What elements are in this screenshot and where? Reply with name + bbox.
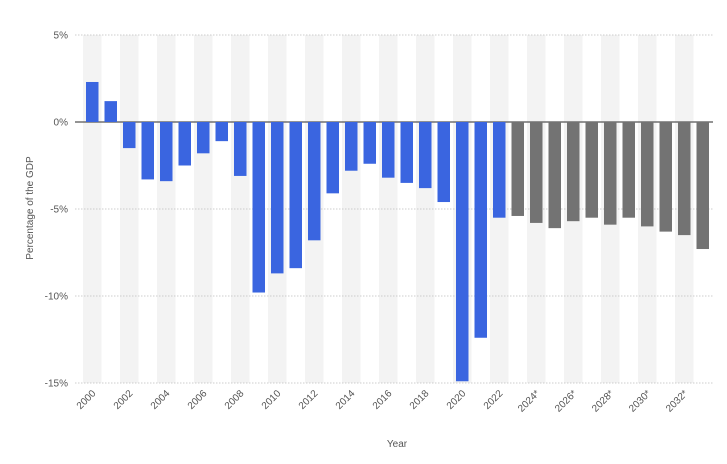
bar-2010[interactable]	[271, 122, 284, 274]
bar-2015[interactable]	[363, 122, 377, 164]
bar-2012[interactable]	[308, 122, 321, 241]
bar-2001[interactable]	[104, 101, 118, 122]
y-axis-ticks: 5% 0% -5% -10% -15%	[45, 31, 68, 390]
x-tick-label: 2018	[408, 388, 432, 412]
x-tick-label: 2004	[149, 388, 173, 412]
x-axis-title: Year	[387, 439, 408, 450]
y-tick-label: -10%	[45, 292, 68, 303]
background-band	[194, 35, 213, 383]
x-tick-label: 2028*	[590, 388, 616, 414]
bar-2002[interactable]	[123, 122, 136, 149]
x-tick-label: 2022	[482, 388, 506, 412]
bar-2004[interactable]	[160, 122, 173, 182]
y-tick-label: -15%	[45, 379, 68, 390]
x-tick-label: 2000	[75, 388, 99, 412]
bar-2007[interactable]	[215, 122, 229, 142]
x-tick-label: 2012	[297, 388, 321, 412]
bar-2033-projected[interactable]	[696, 122, 710, 250]
bar-2006[interactable]	[197, 122, 210, 154]
y-axis-title: Percentage of the GDP	[25, 156, 36, 260]
bars	[86, 81, 710, 382]
bar-2030-projected[interactable]	[641, 122, 654, 227]
bar-2014[interactable]	[345, 122, 358, 171]
x-tick-label: 2008	[223, 388, 247, 412]
bar-2028-projected[interactable]	[604, 122, 617, 225]
x-tick-label: 2026*	[553, 388, 579, 414]
bar-2021[interactable]	[474, 122, 488, 338]
x-tick-label: 2024*	[516, 388, 542, 414]
y-tick-label: -5%	[50, 205, 68, 216]
bar-2000[interactable]	[86, 81, 99, 122]
x-tick-label: 2010	[260, 388, 284, 412]
bar-2017[interactable]	[400, 122, 414, 183]
bar-2027-projected[interactable]	[585, 122, 599, 218]
x-tick-label: 2002	[112, 388, 136, 412]
bar-2003[interactable]	[141, 122, 155, 180]
bar-2023-projected[interactable]	[511, 122, 525, 216]
bar-2024-projected[interactable]	[530, 122, 543, 223]
x-tick-label: 2030*	[627, 388, 653, 414]
y-tick-label: 0%	[54, 118, 69, 129]
bar-2018[interactable]	[419, 122, 432, 189]
bar-2031-projected[interactable]	[659, 122, 673, 232]
background-band	[416, 35, 435, 383]
x-axis-ticks: 2000 2002 2004 2006 2008 2010 2012 2014 2016 2018…	[75, 388, 691, 415]
x-tick-label: 2016	[371, 388, 395, 412]
bar-2013[interactable]	[326, 122, 340, 194]
x-tick-label: 2014	[334, 388, 358, 412]
bar-2025-projected[interactable]	[548, 122, 562, 229]
bar-2005[interactable]	[178, 122, 192, 166]
bar-2016[interactable]	[382, 122, 395, 178]
y-tick-label: 5%	[54, 31, 69, 42]
bar-2032-projected[interactable]	[678, 122, 691, 236]
bar-2019[interactable]	[437, 122, 451, 203]
x-tick-label: 2006	[186, 388, 210, 412]
x-tick-label: 2020	[445, 388, 469, 412]
bar-2009[interactable]	[252, 122, 266, 293]
x-tick-label: 2032*	[664, 388, 690, 414]
bar-2026-projected[interactable]	[567, 122, 580, 222]
bar-2020[interactable]	[456, 122, 469, 382]
bar-2008[interactable]	[234, 122, 247, 176]
bar-2029-projected[interactable]	[622, 122, 636, 218]
bar-2022[interactable]	[493, 122, 506, 218]
bar-2011[interactable]	[289, 122, 303, 269]
